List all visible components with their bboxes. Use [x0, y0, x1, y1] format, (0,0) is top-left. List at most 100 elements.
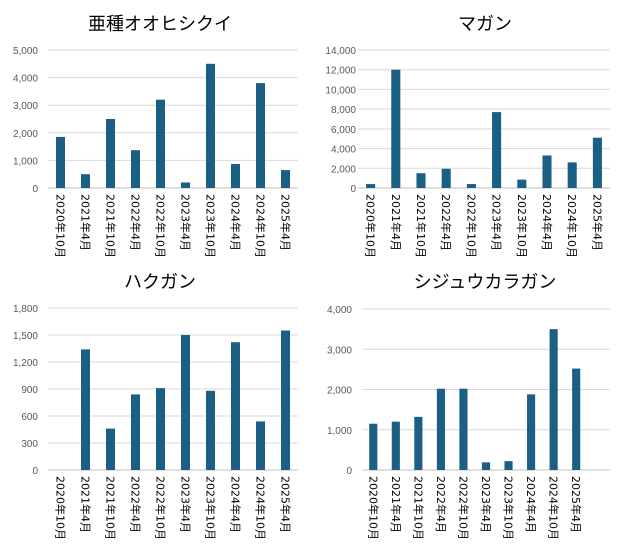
bar: [106, 428, 115, 470]
x-tick-label: 2025年4月: [569, 476, 583, 533]
y-tick-label: 12,000: [325, 66, 356, 77]
x-tick-label: 2022年10月: [154, 194, 168, 258]
x-tick-label: 2023年4月: [179, 194, 193, 251]
bar: [441, 168, 451, 188]
x-tick-label: 2023年4月: [179, 476, 193, 533]
bar: [391, 69, 401, 188]
y-tick-label: 900: [21, 385, 38, 396]
chart-title: シジュウカラガン: [414, 272, 557, 293]
y-tick-label: 1,800: [13, 304, 38, 315]
x-tick-label: 2024年4月: [540, 194, 554, 251]
x-tick-label: 2024年4月: [524, 476, 538, 533]
y-tick-label: 5,000: [13, 46, 38, 57]
bar: [131, 394, 140, 470]
bar: [504, 461, 513, 470]
bar: [281, 330, 290, 470]
y-tick-label: 14,000: [325, 46, 356, 57]
x-tick-label: 2025年4月: [590, 194, 604, 251]
x-tick-label: 2024年10月: [565, 194, 579, 258]
bar: [549, 329, 558, 470]
bar: [481, 462, 491, 470]
y-tick-label: 6,000: [331, 125, 356, 136]
x-tick-label: 2022年10月: [456, 476, 470, 540]
y-tick-label: 2,000: [331, 164, 356, 175]
chart-3: ハクガン 0 300 600 900 1,200 1,500 1,800 2020年10月 202…: [13, 272, 298, 540]
x-tick-label: 2022年4月: [439, 194, 453, 251]
bar: [256, 421, 265, 470]
bar: [542, 155, 552, 188]
x-tick-label: 2020年10月: [364, 194, 378, 258]
bar: [106, 119, 115, 188]
x-tick-label: 2022年4月: [434, 476, 448, 533]
x-tick-label: 2022年10月: [154, 476, 168, 540]
y-tick-label: 0: [32, 184, 38, 195]
x-tick-label: 2021年4月: [79, 476, 93, 533]
y-tick-label: 8,000: [331, 105, 356, 116]
bar: [256, 83, 265, 188]
y-tick-label: 4,000: [13, 74, 38, 85]
bar: [181, 182, 190, 188]
bar: [517, 179, 527, 188]
bar: [81, 174, 90, 188]
x-tick-label: 2023年10月: [204, 194, 218, 258]
y-tick-label: 2,000: [327, 386, 352, 397]
x-tick-label: 2022年10月: [464, 194, 478, 258]
bar: [466, 184, 476, 188]
bar: [527, 394, 536, 470]
x-tick-label: 2021年10月: [414, 194, 428, 258]
y-tick-label: 3,000: [327, 345, 352, 356]
bar: [206, 390, 215, 470]
x-tick-label: 2025年4月: [279, 476, 293, 533]
x-tick-label: 2021年4月: [389, 476, 403, 533]
bar: [414, 416, 423, 470]
bar: [131, 150, 140, 188]
y-tick-label: 1,200: [13, 358, 38, 369]
y-tick-label: 600: [21, 412, 38, 423]
x-tick-label: 2025年4月: [279, 194, 293, 251]
x-tick-label: 2021年4月: [79, 194, 93, 251]
bar: [231, 163, 240, 188]
x-tick-label: 2020年10月: [366, 476, 380, 540]
x-tick-label: 2021年10月: [104, 476, 118, 540]
y-tick-label: 1,000: [327, 426, 352, 437]
x-tick-label: 2024年10月: [254, 476, 268, 540]
x-tick-label: 2023年4月: [479, 476, 493, 533]
y-tick-label: 10,000: [325, 85, 356, 96]
bar: [572, 368, 581, 470]
x-tick-label: 2021年10月: [411, 476, 425, 540]
x-tick-label: 2020年10月: [54, 476, 68, 540]
chart-title: ハクガン: [124, 272, 196, 293]
bar: [391, 421, 400, 470]
y-tick-label: 4,000: [327, 305, 352, 316]
x-tick-label: 2024年4月: [229, 194, 243, 251]
y-tick-label: 1,500: [13, 331, 38, 342]
chart-title: マガン: [458, 14, 512, 35]
y-tick-label: 3,000: [13, 101, 38, 112]
bar: [369, 423, 378, 470]
bar: [231, 342, 240, 470]
x-tick-label: 2022年4月: [129, 476, 143, 533]
y-tick-label: 0: [32, 466, 38, 477]
bar: [366, 184, 376, 188]
bar: [156, 99, 165, 188]
x-tick-label: 2021年4月: [389, 194, 403, 251]
y-tick-label: 0: [350, 184, 356, 195]
bar: [436, 388, 445, 470]
y-tick-label: 1,000: [13, 156, 38, 167]
bar: [567, 162, 577, 188]
bar: [281, 170, 290, 188]
x-tick-label: 2023年10月: [515, 194, 529, 258]
chart-2: マガン 0 2,000 4,000 6,000 8,000 10,000 12,000 14,0…: [325, 14, 610, 258]
y-tick-label: 4,000: [331, 145, 356, 156]
bar: [56, 136, 65, 188]
chart-4: シジュウカラガン 0 1,000 2,000 3,000 4,000 2020年10月 202…: [327, 272, 610, 540]
chart-title: 亜種オオヒシクイ: [88, 14, 232, 35]
x-tick-label: 2022年4月: [129, 194, 143, 251]
bar: [459, 388, 468, 470]
y-tick-label: 2,000: [13, 129, 38, 140]
bar: [81, 349, 90, 470]
x-tick-label: 2024年10月: [547, 476, 561, 540]
x-tick-label: 2024年10月: [254, 194, 268, 258]
